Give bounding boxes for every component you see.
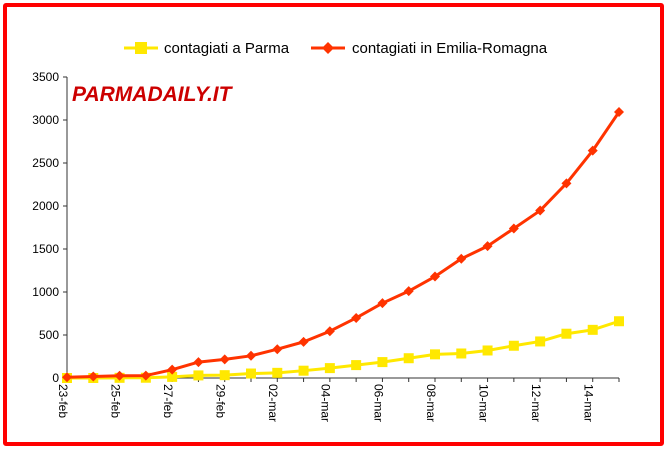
data-point-parma <box>482 345 493 356</box>
data-point-parma <box>535 336 546 347</box>
data-point-emilia-romagna <box>456 253 467 264</box>
legend-marker-square-icon <box>135 42 147 54</box>
data-point-parma <box>298 365 309 376</box>
legend-marker-diamond-icon <box>322 42 334 54</box>
data-point-emilia-romagna <box>561 178 572 189</box>
data-point-emilia-romagna <box>614 107 624 118</box>
y-tick-label: 500 <box>39 328 59 342</box>
data-point-parma <box>219 370 230 381</box>
x-tick-label: 02-mar <box>266 384 280 422</box>
y-tick-label: 2000 <box>32 199 59 213</box>
data-point-emilia-romagna <box>246 350 256 361</box>
data-point-emilia-romagna <box>114 370 125 381</box>
data-point-emilia-romagna <box>193 357 204 368</box>
data-point-emilia-romagna <box>377 298 388 309</box>
data-point-emilia-romagna <box>88 371 99 382</box>
data-point-emilia-romagna <box>351 312 362 323</box>
data-point-emilia-romagna <box>140 370 151 381</box>
x-tick-label: 27-feb <box>161 384 175 418</box>
data-point-parma <box>508 340 519 351</box>
red-frame <box>3 3 664 446</box>
x-tick-label: 23-feb <box>56 384 70 418</box>
data-point-parma <box>272 367 283 378</box>
x-tick-label: 10-mar <box>476 384 490 422</box>
data-point-emilia-romagna <box>535 205 546 216</box>
data-point-parma <box>324 363 335 374</box>
data-point-emilia-romagna <box>167 364 178 375</box>
data-point-parma <box>193 370 204 381</box>
watermark-outline: PARMADAILY.IT <box>72 83 234 106</box>
series-line-parma <box>67 319 620 380</box>
data-point-emilia-romagna <box>219 354 230 365</box>
y-tick-label: 1500 <box>32 242 59 256</box>
data-point-parma <box>377 357 388 368</box>
x-tick-label: 25-feb <box>108 384 122 418</box>
data-point-emilia-romagna <box>508 223 519 234</box>
legend-label-parma: contagiati a Parma <box>164 40 290 57</box>
data-point-emilia-romagna <box>272 344 283 355</box>
data-point-emilia-romagna <box>62 372 72 383</box>
data-point-emilia-romagna <box>482 241 493 252</box>
data-point-emilia-romagna <box>403 286 414 297</box>
data-point-parma <box>167 371 178 382</box>
x-tick-label: 08-mar <box>424 384 438 422</box>
y-tick-label: 2500 <box>32 156 59 170</box>
data-point-emilia-romagna <box>324 326 335 337</box>
y-tick-label: 1000 <box>32 285 59 299</box>
y-tick-label: 3000 <box>32 113 59 127</box>
data-point-parma <box>456 348 467 359</box>
data-point-parma <box>246 368 256 379</box>
data-point-emilia-romagna <box>587 145 598 156</box>
data-point-emilia-romagna <box>430 271 440 282</box>
x-tick-label: 04-mar <box>319 384 333 422</box>
y-tick-label: 3500 <box>32 70 59 84</box>
y-tick-label: 0 <box>52 371 59 385</box>
x-tick-label: 14-mar <box>582 384 596 422</box>
data-point-parma <box>614 316 624 327</box>
watermark-logo: PARMADAILY.IT <box>72 83 234 106</box>
data-point-parma <box>403 353 414 364</box>
data-point-parma <box>587 324 598 335</box>
legend-label-emilia-romagna: contagiati in Emilia-Romagna <box>352 40 548 57</box>
x-tick-label: 06-mar <box>371 384 385 422</box>
x-tick-label: 29-feb <box>214 384 228 418</box>
data-point-parma <box>351 360 362 371</box>
series-line-emilia-romagna <box>66 111 621 379</box>
data-point-emilia-romagna <box>298 336 309 347</box>
data-point-parma <box>430 349 440 360</box>
x-tick-label: 12-mar <box>529 384 543 422</box>
data-point-parma <box>561 328 572 339</box>
